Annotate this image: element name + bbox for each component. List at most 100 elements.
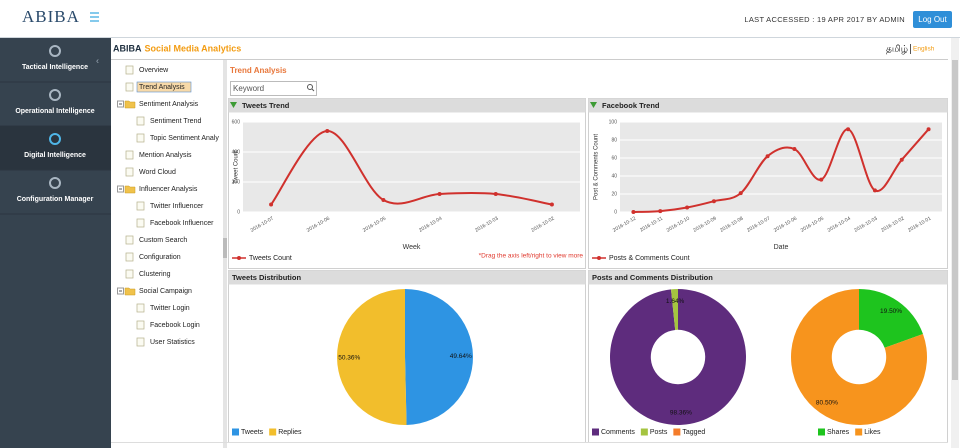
- slice-label: 98.36%: [670, 409, 692, 416]
- tree-item[interactable]: Configuration: [139, 254, 181, 261]
- legend-label[interactable]: Shares: [827, 429, 850, 436]
- sidebar-item[interactable]: Digital Intelligence: [24, 152, 86, 159]
- chart-note: *Drag the axis left/right to view more: [479, 253, 584, 260]
- page-icon: [136, 303, 145, 313]
- y-tick-label: 600: [232, 119, 241, 125]
- sidebar-item[interactable]: Tactical Intelligence: [22, 64, 88, 71]
- panel-header: [228, 270, 586, 285]
- tree-item[interactable]: Sentiment Analysis: [139, 101, 199, 108]
- tree-item[interactable]: User Statistics: [150, 339, 195, 346]
- data-point: [685, 205, 690, 210]
- legend-label[interactable]: Replies: [278, 429, 302, 436]
- tree-item[interactable]: Facebook Influencer: [150, 220, 214, 227]
- sidebar-active: [0, 126, 111, 170]
- y-axis-label: Tweet Count: [234, 150, 240, 184]
- legend-swatch: [269, 428, 277, 436]
- panel-title: Tweets Trend: [242, 101, 290, 110]
- search-input[interactable]: [230, 81, 317, 96]
- logout-button[interactable]: [913, 11, 952, 28]
- panel-arrow: [230, 102, 237, 108]
- page-icon: [136, 201, 145, 211]
- tree-item[interactable]: Sentiment Trend: [150, 118, 201, 125]
- panel-title: Tweets Distribution: [232, 273, 301, 282]
- y-tick-label: 80: [611, 137, 617, 143]
- tree-item[interactable]: Twitter Login: [150, 305, 190, 312]
- y-tick-label: 20: [611, 191, 617, 197]
- collapse-arrow: ‹: [96, 55, 99, 65]
- tree-item[interactable]: Custom Search: [139, 237, 187, 244]
- legend-label[interactable]: Tweets: [241, 429, 264, 436]
- legend-label[interactable]: Tagged: [682, 429, 705, 436]
- sidebar-item[interactable]: Operational Intelligence: [15, 108, 94, 115]
- slice: [337, 289, 407, 425]
- tree-item[interactable]: Social Campaign: [139, 288, 192, 295]
- y-tick-label: 40: [611, 173, 617, 179]
- panel-arrow: [590, 102, 597, 108]
- slice: [671, 289, 678, 330]
- y-tick-label: 400: [232, 149, 241, 155]
- folder-icon: [124, 185, 136, 194]
- logo: ABIBA: [22, 7, 80, 26]
- tree-item[interactable]: Topic Sentiment Analy: [150, 135, 219, 142]
- page-icon: [125, 150, 134, 160]
- tree-selected: [136, 81, 192, 93]
- data-point: [792, 147, 797, 151]
- page-scroll-thumb: [952, 60, 958, 380]
- sidebar-icon: [49, 177, 61, 189]
- panel-title: Posts and Comments Distribution: [592, 273, 713, 282]
- tree-item[interactable]: Overview: [139, 67, 169, 74]
- tree-item[interactable]: Mention Analysis: [139, 152, 192, 159]
- legend-label[interactable]: Posts & Comments Count: [609, 255, 690, 262]
- sidebar: [0, 38, 111, 448]
- legend-label[interactable]: Comments: [601, 429, 635, 436]
- slice-label: 50.36%: [338, 354, 360, 361]
- y-tick-label: 100: [609, 119, 618, 125]
- folder-icon: [124, 287, 136, 296]
- panel-header: [228, 98, 586, 113]
- page-title: Trend Analysis: [230, 66, 287, 75]
- legend-dot: [237, 256, 241, 260]
- page-icon: [136, 133, 145, 143]
- legend-label[interactable]: Posts: [650, 429, 668, 436]
- page-icon: [125, 269, 134, 279]
- legend-swatch: [232, 428, 239, 436]
- slice: [610, 289, 746, 426]
- search-icon-handle: [311, 88, 315, 92]
- page-icon: [125, 252, 134, 262]
- language-english[interactable]: English: [913, 46, 935, 53]
- data-point: [493, 192, 498, 196]
- language-tamil[interactable]: தமிழ்: [886, 43, 908, 53]
- page-icon: [136, 116, 145, 126]
- x-axis-label: Week: [403, 244, 421, 251]
- slice-label: 49.64%: [450, 353, 472, 360]
- page-icon: [136, 218, 145, 228]
- y-axis-label: Post & Comments Count: [594, 134, 600, 200]
- slice: [791, 289, 928, 425]
- plot-area: [243, 122, 580, 212]
- logout-label[interactable]: Log Out: [918, 15, 947, 24]
- tree-item[interactable]: Trend Analysis: [139, 84, 185, 91]
- tree-scroll-thumb: [223, 238, 227, 258]
- legend-label[interactable]: Likes: [864, 429, 881, 436]
- sidebar-icon: [49, 89, 61, 101]
- search-placeholder: Keyword: [233, 84, 264, 93]
- x-axis-label: Date: [774, 244, 789, 251]
- legend-label[interactable]: Tweets Count: [249, 255, 292, 262]
- data-point: [738, 191, 743, 196]
- tree-item[interactable]: Clustering: [139, 271, 171, 278]
- tree-item[interactable]: Word Cloud: [139, 169, 176, 176]
- data-point: [765, 154, 770, 159]
- sidebar-item[interactable]: Configuration Manager: [17, 196, 94, 203]
- slice: [859, 289, 923, 348]
- tree-item[interactable]: Influencer Analysis: [139, 186, 198, 193]
- folder-icon: [124, 100, 136, 109]
- tree-item[interactable]: Twitter Influencer: [150, 203, 204, 210]
- page-icon: [125, 82, 134, 92]
- data-point: [437, 192, 442, 196]
- tree-item[interactable]: Facebook Login: [150, 322, 200, 329]
- data-point: [631, 210, 636, 214]
- legend-dot: [597, 256, 601, 260]
- search-icon: [307, 84, 313, 90]
